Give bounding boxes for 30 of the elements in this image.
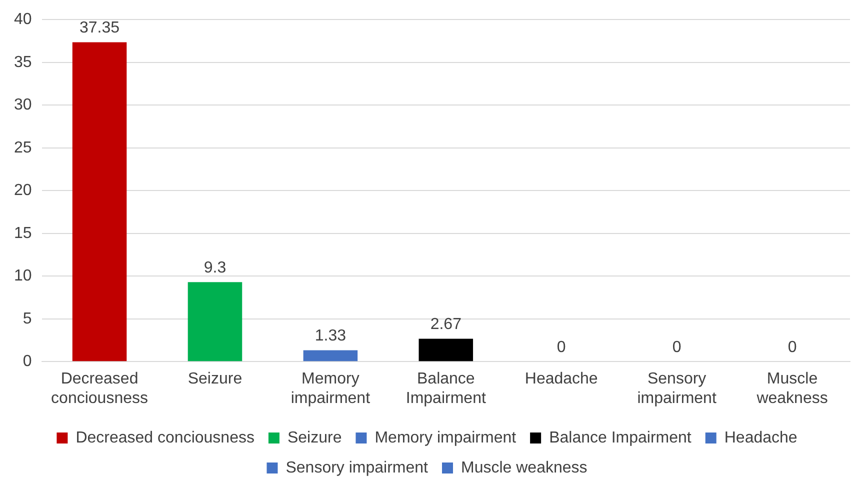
y-tick-label: 10 <box>14 268 32 285</box>
data-label: 0 <box>556 339 566 356</box>
y-tick-label: 35 <box>14 54 32 71</box>
legend-label: Headache <box>724 429 798 446</box>
x-tick-label: Memory impairment <box>290 370 371 407</box>
y-tick-label: 25 <box>14 139 32 156</box>
legend-label: Balance Impairment <box>549 429 692 446</box>
data-label: 2.67 <box>430 316 462 334</box>
y-tick-label: 0 <box>22 353 32 370</box>
data-label: 0 <box>672 339 682 356</box>
data-label: 1.33 <box>314 328 346 345</box>
legend-label: Sensory impairment <box>286 459 429 476</box>
x-tick-label: Decreased conciousness <box>51 370 148 407</box>
y-tick-label: 5 <box>22 310 32 328</box>
x-tick-label: Headache <box>524 370 598 388</box>
y-tick-label: 40 <box>14 11 32 28</box>
x-tick-label: Balance Impairment <box>406 370 486 407</box>
x-tick-label: Sensory impairment <box>637 370 717 407</box>
legend-label: Seizure <box>287 429 342 446</box>
legend-label: Decreased conciousness <box>76 429 254 446</box>
y-tick-label: 30 <box>14 96 32 114</box>
legend-label: Muscle weakness <box>461 459 588 476</box>
data-label: 9.3 <box>204 259 226 276</box>
x-tick-label: Seizure <box>188 370 242 388</box>
data-label: 0 <box>788 339 797 356</box>
x-tick-label: Muscle weakness <box>756 370 828 407</box>
legend-label: Memory impairment <box>374 429 517 446</box>
data-label: 37.35 <box>80 20 120 37</box>
y-tick-label: 20 <box>14 182 32 200</box>
y-tick-label: 15 <box>14 224 32 242</box>
